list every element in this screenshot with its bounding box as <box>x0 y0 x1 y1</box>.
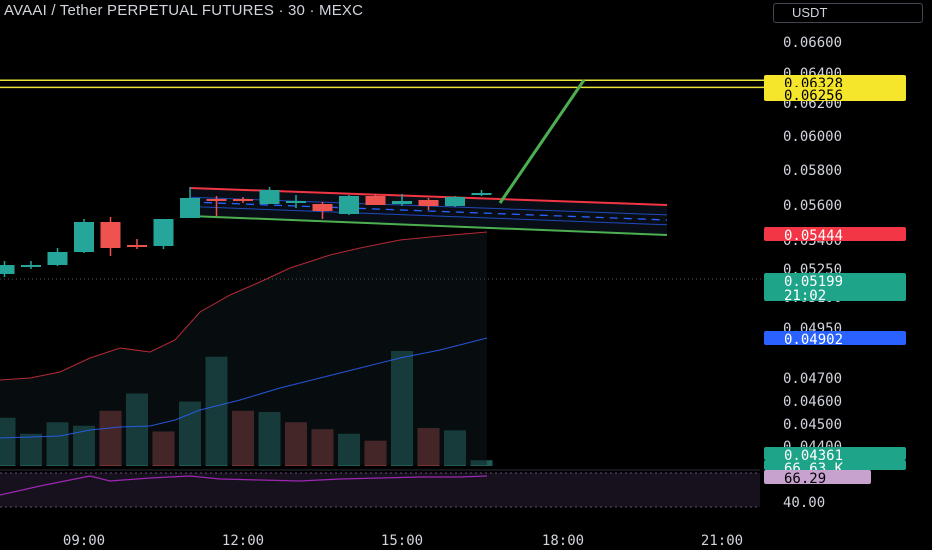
y-axis-tick-label: 0.05600 <box>783 198 842 214</box>
x-axis-tick-label: 15:00 <box>381 533 423 549</box>
rsi-scale-label: 40.00 <box>783 495 825 511</box>
x-axis-tick-label: 09:00 <box>63 533 105 549</box>
rsi-band <box>0 473 760 507</box>
y-axis-tick-label: 0.04700 <box>783 371 842 387</box>
x-axis-tick-label: 12:00 <box>222 533 264 549</box>
bb-lower-label-bg <box>764 331 906 345</box>
bb-lower-line <box>0 337 488 439</box>
bb-upper-label: 0.05444 <box>784 228 843 244</box>
currency-selector-button[interactable]: USDT <box>773 3 923 23</box>
last-price-label-bg <box>764 273 906 301</box>
candle-body <box>312 204 333 211</box>
last-price-label: 0.05199 <box>784 274 843 290</box>
candle-body <box>365 196 386 205</box>
volume-label-bg <box>764 460 906 470</box>
candle-body <box>100 222 121 248</box>
candle-body <box>180 198 200 218</box>
channel-bottom-line <box>189 215 668 236</box>
y-axis-tick-label: 0.06600 <box>783 35 842 51</box>
bb-lower-label: 0.04902 <box>784 332 843 348</box>
candle-body <box>206 199 227 201</box>
channel-mid-line <box>189 201 668 221</box>
level-label-top-bg <box>764 75 906 89</box>
candle-body <box>0 265 15 274</box>
candle-body <box>259 190 280 204</box>
x-axis-tick-label: 21:00 <box>701 533 743 549</box>
rsi-value-label-bg <box>764 470 871 484</box>
candle-body <box>445 197 465 206</box>
bb-upper-line <box>0 231 488 381</box>
x-axis-tick-label: 18:00 <box>542 533 584 549</box>
bb-upper-label-bg <box>764 227 906 241</box>
y-axis-tick-label: 0.06000 <box>783 129 842 145</box>
candle-body <box>21 265 41 267</box>
candle-body <box>339 196 359 214</box>
candle-body <box>127 245 147 247</box>
candle-body <box>286 201 306 203</box>
projection-line <box>498 79 586 204</box>
last-price-label: 21:02 <box>784 288 826 304</box>
candle-body <box>47 252 68 265</box>
candle-body <box>233 199 253 201</box>
bb-basis-label-bg <box>764 447 906 460</box>
level-label-bottom: 0.06256 <box>784 88 843 104</box>
y-axis-tick-label: 0.05800 <box>783 163 842 179</box>
candle-body <box>74 222 94 252</box>
rsi-value-label: 66.29 <box>784 471 826 487</box>
chart-title: AVAAI / Tether PERPETUAL FUTURES · 30 · … <box>4 2 364 19</box>
candle-body <box>392 201 412 204</box>
y-axis-tick-label: 0.04500 <box>783 417 842 433</box>
candle-body <box>471 193 492 195</box>
bb-fill <box>0 232 487 465</box>
y-axis-tick-label: 0.04600 <box>783 394 842 410</box>
level-label-bottom-bg <box>764 87 906 101</box>
channel-inner-line <box>189 205 668 226</box>
candle-body <box>153 219 174 246</box>
candle-body <box>418 200 439 206</box>
rsi-line <box>0 475 488 496</box>
